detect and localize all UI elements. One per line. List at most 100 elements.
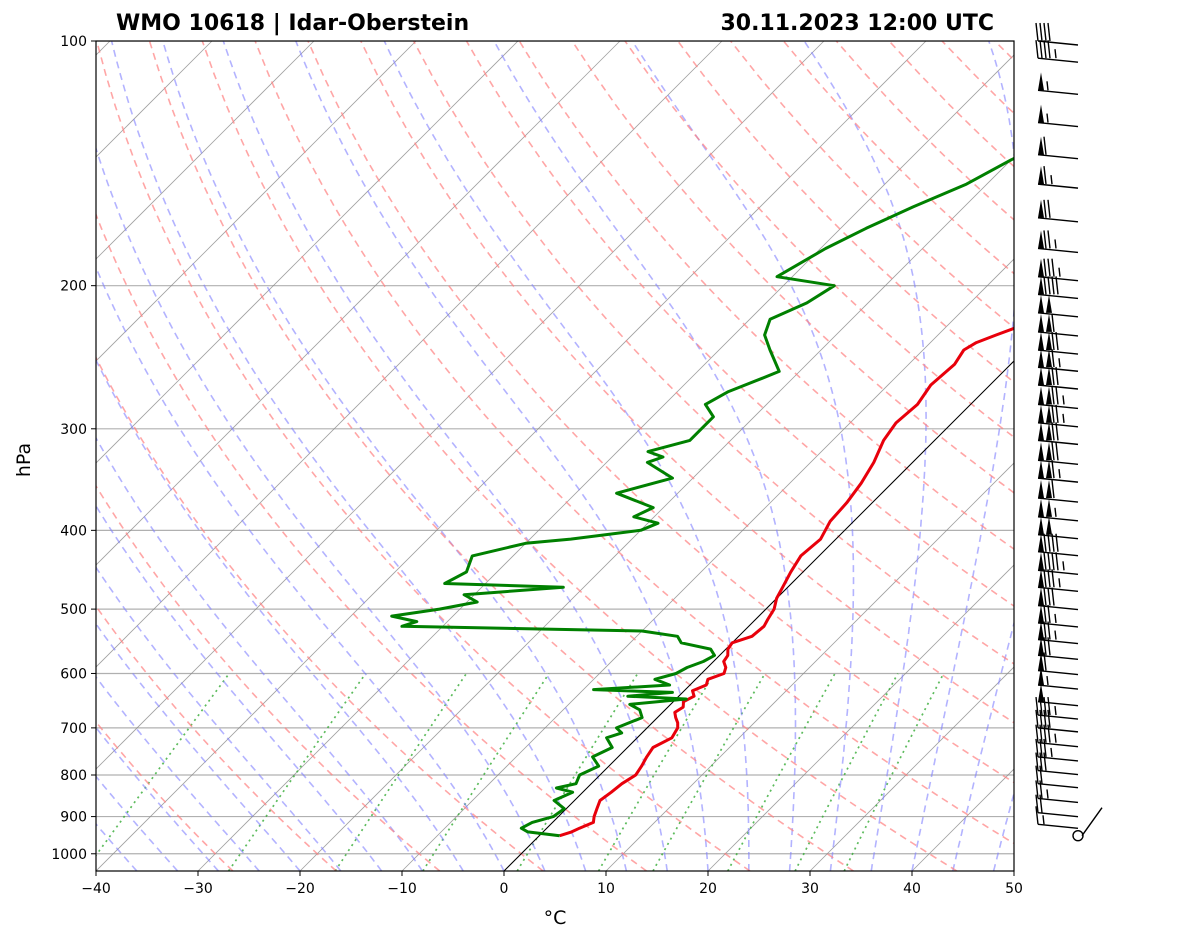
calm-circle bbox=[1072, 829, 1084, 842]
barb-full bbox=[1047, 709, 1051, 728]
moist-adiabat-line bbox=[96, 622, 301, 871]
mixing-ratio-line bbox=[334, 673, 468, 871]
moist-adiabat-line bbox=[96, 504, 383, 871]
isotherm-line bbox=[96, 41, 315, 260]
barb-full bbox=[1055, 331, 1059, 351]
barb-pennant bbox=[1038, 422, 1044, 441]
wind-barb bbox=[1037, 72, 1079, 96]
barb-full bbox=[1035, 752, 1039, 771]
barb-half bbox=[1050, 175, 1053, 185]
y-tick-label: 600 bbox=[60, 666, 87, 682]
x-tick-label: 0 bbox=[500, 881, 509, 897]
barb-half bbox=[1062, 561, 1065, 571]
y-tick-label: 800 bbox=[60, 768, 87, 784]
isotherm-line bbox=[299, 156, 1014, 871]
dry-adiabat-line bbox=[624, 41, 1014, 439]
barb-full bbox=[1039, 22, 1043, 42]
barb-pennant bbox=[1038, 199, 1044, 218]
barb-staff bbox=[1081, 807, 1103, 837]
dry-adiabat-line bbox=[254, 41, 1014, 845]
chart-title-station: WMO 10618 | Idar-Oberstein bbox=[116, 11, 469, 36]
barb-full bbox=[1055, 552, 1059, 571]
barb-half bbox=[1054, 49, 1057, 59]
barb-pennant bbox=[1038, 569, 1044, 588]
barb-staff bbox=[1037, 121, 1079, 128]
isotherm-line bbox=[96, 41, 417, 362]
barb-pennant bbox=[1046, 367, 1052, 386]
barb-pennant bbox=[1038, 166, 1044, 185]
barb-full bbox=[1047, 552, 1051, 571]
barb-staff bbox=[1037, 797, 1079, 804]
x-tick-label: 20 bbox=[699, 881, 717, 897]
barb-pennant bbox=[1038, 349, 1044, 368]
y-tick-label: 1000 bbox=[51, 847, 87, 863]
wind-barb bbox=[1037, 294, 1079, 318]
barb-staff bbox=[1037, 331, 1079, 337]
moist-adiabat-line bbox=[96, 265, 505, 871]
barb-full bbox=[1035, 709, 1039, 728]
barb-full bbox=[1039, 752, 1043, 771]
wind-barb bbox=[1035, 752, 1079, 776]
barb-staff bbox=[1037, 183, 1079, 189]
barb-half bbox=[1046, 81, 1049, 91]
dry-adiabat-line bbox=[96, 212, 647, 871]
barb-staff bbox=[1037, 669, 1079, 676]
mixing-ratio-line bbox=[96, 672, 230, 857]
barb-pennant bbox=[1046, 442, 1052, 461]
wind-barb bbox=[1037, 667, 1079, 690]
barb-pennant bbox=[1038, 442, 1044, 461]
wind-barb bbox=[1035, 22, 1079, 46]
barb-full bbox=[1051, 587, 1055, 606]
barb-full bbox=[1039, 794, 1043, 813]
barb-full bbox=[1043, 587, 1047, 606]
barb-staff bbox=[1037, 293, 1079, 300]
wind-barb bbox=[1072, 807, 1103, 842]
y-tick-label: 700 bbox=[60, 721, 87, 737]
barb-full bbox=[1035, 696, 1039, 716]
zero-isotherm-line bbox=[503, 360, 1014, 871]
barb-full bbox=[1043, 552, 1047, 571]
barb-pennant bbox=[1038, 498, 1044, 517]
isotherm-line bbox=[707, 564, 1014, 871]
zero-isotherm bbox=[503, 360, 1014, 871]
barb-pennant bbox=[1046, 349, 1052, 368]
barb-full bbox=[1047, 22, 1051, 42]
barb-full bbox=[1043, 709, 1047, 728]
barb-full bbox=[1035, 724, 1039, 743]
barb-full bbox=[1035, 738, 1039, 757]
wind-barb bbox=[1037, 498, 1079, 522]
barb-full bbox=[1047, 696, 1051, 716]
wind-barb bbox=[1037, 230, 1079, 254]
x-axis-label: °C bbox=[544, 907, 567, 929]
barb-staff bbox=[1037, 701, 1079, 707]
mixing-ratio-line bbox=[422, 673, 550, 871]
barb-full bbox=[1051, 442, 1055, 461]
barb-half bbox=[1062, 395, 1065, 405]
barb-full bbox=[1043, 604, 1047, 624]
barb-pennant bbox=[1038, 367, 1044, 386]
barb-full bbox=[1047, 40, 1051, 59]
barb-full bbox=[1043, 230, 1047, 249]
wind-barb bbox=[1035, 806, 1079, 830]
barb-full bbox=[1039, 709, 1043, 728]
x-tick-label: 30 bbox=[801, 881, 819, 897]
barb-staff bbox=[1037, 217, 1079, 223]
barb-full bbox=[1051, 313, 1055, 332]
barb-full bbox=[1051, 386, 1055, 405]
barb-pennant bbox=[1038, 516, 1044, 535]
wind-barb bbox=[1037, 569, 1079, 592]
barb-full bbox=[1047, 230, 1051, 249]
wind-barb bbox=[1035, 738, 1079, 762]
barb-full bbox=[1047, 724, 1051, 743]
barb-staff bbox=[1037, 811, 1079, 818]
mixing-ratio-line bbox=[727, 673, 836, 871]
barb-staff bbox=[1037, 276, 1079, 282]
barb-staff bbox=[1037, 516, 1079, 522]
barb-staff bbox=[1037, 349, 1079, 355]
wind-barb bbox=[1035, 40, 1079, 63]
barb-staff bbox=[1037, 654, 1079, 661]
barb-half bbox=[1054, 733, 1057, 743]
barb-half bbox=[1058, 358, 1061, 368]
barb-pennant bbox=[1038, 587, 1044, 606]
